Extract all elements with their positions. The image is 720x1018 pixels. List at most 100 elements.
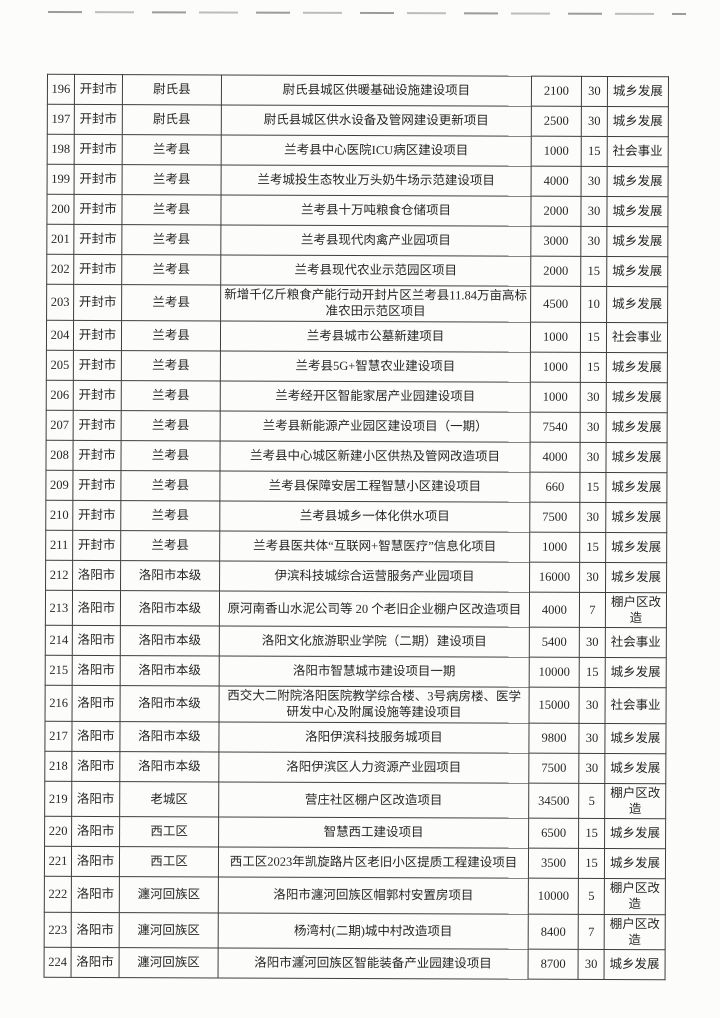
amount-cell: 2500	[531, 106, 582, 137]
county-cell: 兰考县	[121, 254, 221, 285]
category-cell: 城乡发展	[605, 657, 667, 688]
city-cell: 开封市	[73, 254, 122, 285]
projects-table: 196 开封市 尉氏县 尉氏县城区供暖基础设施建设项目 2100 30 城乡发展 197 开封市…	[44, 74, 669, 980]
table-row: 199 开封市 兰考县 兰考城投生态牧业万头奶牛场示范建设项目 4000 30 城乡发展	[47, 164, 669, 197]
table-row: 206 开封市 兰考县 兰考经开区智能家居产业园建设项目 1000 30 城乡发展	[46, 379, 668, 413]
category-cell: 城乡发展	[605, 441, 668, 473]
table-row: 196 开封市 尉氏县 尉氏县城区供暖基础设施建设项目 2100 30 城乡发展	[47, 74, 669, 107]
category-cell: 城乡发展	[606, 226, 668, 257]
row-number-cell: 203	[46, 284, 74, 320]
amount-cell: 7500	[528, 752, 579, 783]
row-number-cell: 222	[44, 876, 72, 912]
category-cell: 城乡发展	[606, 381, 668, 413]
row-number-cell: 219	[44, 780, 72, 817]
county-cell: 兰考县	[121, 410, 221, 441]
project-name-cell: 伊滨科技城综合运营服务产业园项目	[219, 560, 530, 592]
amount-cell: 8700	[528, 949, 579, 980]
amount-cell: 8400	[528, 913, 579, 950]
row-number-cell: 218	[44, 750, 72, 781]
county-cell: 兰考县	[120, 500, 220, 531]
category-cell: 城乡发展	[606, 411, 668, 443]
table-row: 224 洛阳市 瀍河回族区 洛阳市瀍河回族区智能装备产业园建设项目 8700 30 城乡发展	[44, 947, 666, 980]
county-cell: 兰考县	[121, 284, 221, 321]
term-years-cell: 30	[581, 106, 608, 137]
term-years-cell: 30	[578, 752, 605, 783]
amount-cell: 4000	[529, 591, 580, 628]
category-cell: 棚户区改造	[604, 782, 666, 819]
term-years-cell: 30	[580, 196, 608, 227]
city-cell: 开封市	[73, 284, 122, 321]
row-number-cell: 216	[45, 685, 73, 721]
row-number-cell: 210	[45, 499, 73, 530]
city-cell: 洛阳市	[71, 876, 120, 913]
project-name-cell: 洛阳市智慧城市建设项目一期	[219, 655, 530, 688]
project-name-cell: 新增千亿斤粮食产能行动开封片区兰考县11.84万亩高标准农田示范区项目	[220, 284, 531, 322]
project-name-cell: 兰考县保障安居工程智慧小区建设项目	[219, 470, 530, 502]
amount-cell: 660	[529, 471, 580, 502]
city-cell: 开封市	[72, 499, 121, 531]
amount-cell: 7540	[530, 411, 581, 442]
amount-cell: 2000	[530, 256, 581, 287]
row-number-cell: 201	[46, 224, 74, 255]
category-cell: 城乡发展	[605, 531, 667, 563]
table-row: 222 洛阳市 瀍河回族区 洛阳市瀍河回族区帽郭村安置房项目 10000 5 棚户区改造	[44, 876, 666, 915]
table-row: 210 开封市 兰考县 兰考县城乡一体化供水项目 7500 30 城乡发展	[45, 499, 667, 533]
term-years-cell: 30	[579, 441, 607, 472]
county-cell: 瀍河回族区	[119, 912, 219, 948]
project-name-cell: 兰考县5G+智慧农业建设项目	[220, 350, 531, 382]
county-cell: 洛阳市本级	[120, 685, 220, 722]
county-cell: 洛阳市本级	[120, 625, 220, 656]
county-cell: 洛阳市本级	[120, 560, 220, 591]
project-name-cell: 尉氏县城区供水设备及管网建设更新项目	[221, 104, 532, 137]
city-cell: 开封市	[72, 469, 121, 501]
county-cell: 尉氏县	[122, 74, 222, 105]
row-number-cell: 200	[46, 194, 75, 225]
row-number-cell: 199	[47, 164, 75, 195]
table-row: 207 开封市 兰考县 兰考县新能源产业园区建设项目（一期） 7540 30 城乡发展	[46, 409, 668, 443]
table-row: 204 开封市 兰考县 兰考县城市公墓新建项目 1000 15 社会事业	[46, 319, 668, 353]
term-years-cell: 30	[581, 76, 608, 107]
amount-cell: 10000	[528, 878, 579, 914]
county-cell: 兰考县	[120, 470, 220, 501]
amount-cell: 10000	[529, 657, 580, 688]
term-years-cell: 15	[581, 136, 608, 167]
category-cell: 城乡发展	[604, 848, 666, 879]
category-cell: 棚户区改造	[605, 591, 667, 628]
county-cell: 瀍河回族区	[119, 876, 219, 913]
row-number-cell: 202	[46, 254, 74, 285]
category-cell: 社会事业	[605, 627, 667, 658]
city-cell: 洛阳市	[72, 625, 121, 656]
term-years-cell: 30	[578, 722, 606, 753]
amount-cell: 16000	[529, 561, 580, 592]
row-number-cell: 209	[45, 469, 73, 500]
project-name-cell: 兰考经开区智能家居产业园建设项目	[220, 380, 531, 412]
table-row: 221 洛阳市 西工区 西工区2023年凯旋路片区老旧小区提质工程建设项目 3500 15…	[44, 846, 666, 879]
term-years-cell: 10	[580, 286, 607, 322]
category-cell: 棚户区改造	[604, 878, 666, 915]
county-cell: 兰考县	[120, 440, 221, 471]
amount-cell: 6500	[528, 818, 579, 849]
county-cell: 兰考县	[121, 350, 221, 381]
term-years-cell: 15	[578, 818, 605, 849]
term-years-cell: 30	[578, 949, 605, 980]
amount-cell: 4000	[531, 166, 582, 197]
category-cell: 城乡发展	[605, 561, 667, 593]
category-cell: 城乡发展	[605, 501, 667, 533]
county-cell: 兰考县	[121, 380, 221, 411]
row-number-cell: 214	[45, 625, 73, 656]
table-row: 214 洛阳市 洛阳市本级 洛阳文化旅游职业学院（二期）建设项目 5400 30 社会事业	[45, 625, 667, 658]
city-cell: 开封市	[72, 529, 121, 561]
city-cell: 开封市	[72, 439, 122, 471]
project-name-cell: 洛阳市瀍河回族区智能装备产业园建设项目	[218, 947, 529, 980]
table-row: 223 洛阳市 瀍河回族区 杨湾村(二期)城中村改造项目 8400 7 棚户区改造	[44, 911, 666, 950]
term-years-cell: 15	[580, 256, 607, 287]
row-number-cell: 197	[47, 104, 75, 135]
category-cell: 城乡发展	[606, 286, 668, 323]
table-row: 219 洛阳市 老城区 营庄社区棚户区改造项目 34500 5 棚户区改造	[44, 780, 666, 819]
city-cell: 开封市	[73, 194, 123, 225]
project-name-cell: 兰考县城市公墓新建项目	[220, 320, 531, 352]
project-name-cell: 兰考县医共体“互联网+智慧医疗”信息化项目	[219, 530, 530, 562]
amount-cell: 4000	[529, 441, 581, 472]
project-name-cell: 兰考县现代肉禽产业园项目	[220, 224, 531, 257]
